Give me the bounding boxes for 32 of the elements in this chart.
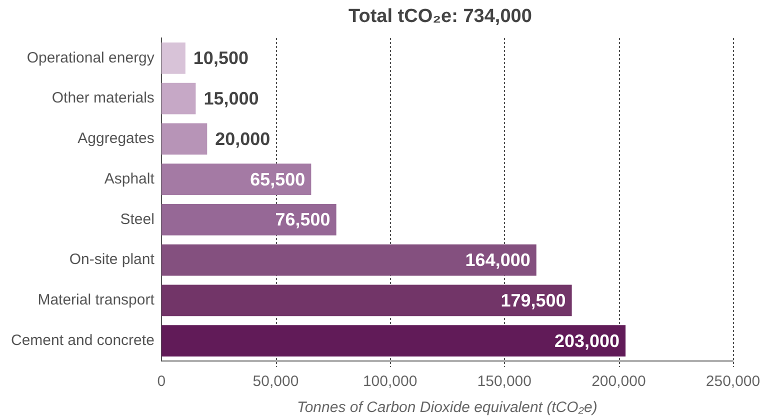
x-tick-label: 50,000 bbox=[252, 373, 299, 390]
x-tick-label: 200,000 bbox=[592, 373, 646, 390]
x-tick-label: 0 bbox=[157, 373, 166, 390]
data-label: 76,500 bbox=[275, 210, 330, 230]
chart-title: Total tCO₂e: 734,000 bbox=[348, 6, 532, 28]
y-tick-label: Asphalt bbox=[104, 170, 156, 188]
bar bbox=[161, 42, 186, 74]
bar bbox=[161, 284, 572, 316]
bar bbox=[161, 164, 312, 195]
y-tick-label: Cement and concrete bbox=[10, 332, 154, 349]
y-tick-label: Steel bbox=[120, 210, 154, 228]
y-tick-label: Aggregates bbox=[78, 130, 154, 148]
x-tick-label: 150,000 bbox=[477, 373, 532, 390]
y-tick-label: Other materials bbox=[52, 90, 154, 107]
y-tick-label: Material transport bbox=[38, 292, 156, 309]
x-tick-label: 100,000 bbox=[362, 373, 418, 390]
data-label: 65,500 bbox=[250, 169, 306, 190]
data-label: 203,000 bbox=[554, 330, 620, 351]
bar bbox=[161, 82, 196, 114]
x-tick-label: 250,000 bbox=[706, 373, 760, 390]
bar bbox=[161, 123, 208, 155]
data-label: 164,000 bbox=[465, 250, 530, 270]
bar bbox=[161, 244, 536, 276]
bar bbox=[161, 325, 626, 356]
bar bbox=[161, 204, 336, 236]
x-axis-title: Tonnes of Carbon Dioxide equivalent (tCO₂e) bbox=[297, 399, 598, 416]
data-label: 20,000 bbox=[215, 128, 270, 149]
y-tick-label: On-site plant bbox=[69, 251, 156, 268]
data-label: 15,000 bbox=[204, 88, 259, 109]
data-label: 179,500 bbox=[500, 290, 566, 310]
y-tick-label: Operational energy bbox=[26, 49, 155, 66]
data-label: 10,500 bbox=[193, 48, 248, 68]
